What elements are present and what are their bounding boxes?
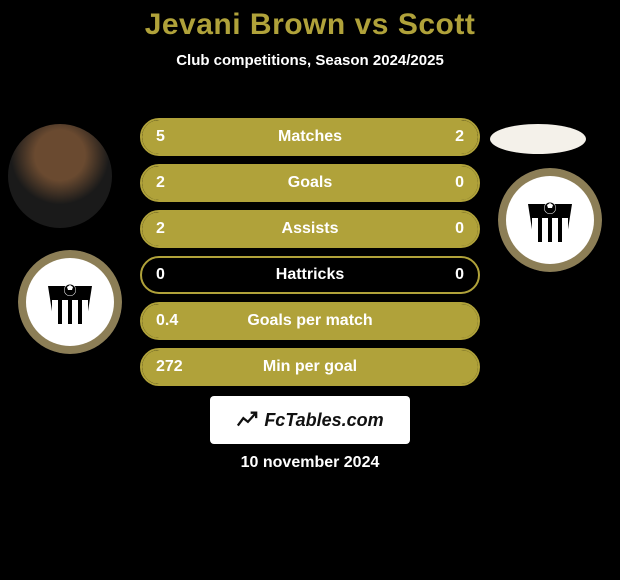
stat-value-left: 2 <box>156 220 165 238</box>
stat-bar-fill-left <box>142 120 381 154</box>
stat-label: Min per goal <box>263 358 357 376</box>
stat-value-right: 2 <box>455 128 464 146</box>
branding-text: FcTables.com <box>264 410 383 431</box>
stat-label: Matches <box>278 128 342 146</box>
infographic-date: 10 november 2024 <box>241 454 380 472</box>
player2-club-badge <box>498 168 602 272</box>
stat-bars-container: 5 Matches 2 2 Goals 0 2 Assists 0 0 Hattricks 0 0.4 G… <box>140 118 480 394</box>
stat-value-right: 0 <box>455 174 464 192</box>
stat-label: Hattricks <box>276 266 344 284</box>
stat-value-left: 2 <box>156 174 165 192</box>
stat-bar: 272 Min per goal <box>140 348 480 386</box>
stat-value-left: 0.4 <box>156 312 178 330</box>
stat-bar: 2 Goals 0 <box>140 164 480 202</box>
stat-value-left: 272 <box>156 358 183 376</box>
stat-label: Assists <box>282 220 339 238</box>
stat-bar: 0.4 Goals per match <box>140 302 480 340</box>
stat-label: Goals <box>288 174 332 192</box>
stat-bar: 5 Matches 2 <box>140 118 480 156</box>
comparison-title: Jevani Brown vs Scott <box>0 0 620 42</box>
player2-photo-placeholder <box>490 124 586 154</box>
stat-value-left: 0 <box>156 266 165 284</box>
stat-bar: 2 Assists 0 <box>140 210 480 248</box>
player2-name: Scott <box>398 8 476 41</box>
vs-separator: vs <box>355 8 389 41</box>
player1-club-badge <box>18 250 122 354</box>
stat-bar: 0 Hattricks 0 <box>140 256 480 294</box>
stat-label: Goals per match <box>247 312 372 330</box>
branding-badge: FcTables.com <box>210 396 410 444</box>
stat-value-right: 0 <box>455 266 464 284</box>
stat-value-left: 5 <box>156 128 165 146</box>
stat-value-right: 0 <box>455 220 464 238</box>
player1-name: Jevani Brown <box>145 8 346 41</box>
player1-photo <box>8 124 112 228</box>
subtitle: Club competitions, Season 2024/2025 <box>0 52 620 69</box>
